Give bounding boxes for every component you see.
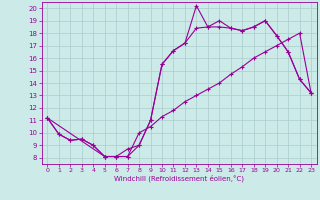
X-axis label: Windchill (Refroidissement éolien,°C): Windchill (Refroidissement éolien,°C) [114, 175, 244, 182]
